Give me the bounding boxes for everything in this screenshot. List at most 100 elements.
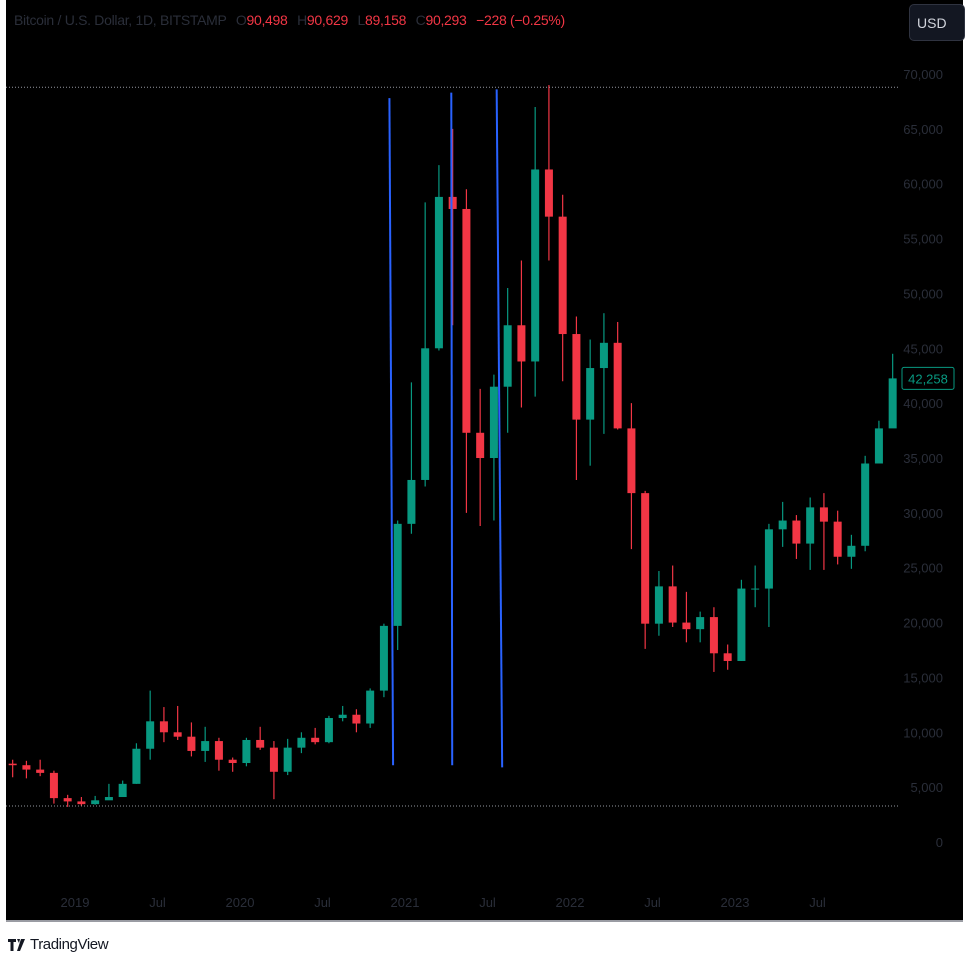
- trend-line: [388, 98, 395, 766]
- candle-body: [421, 348, 430, 480]
- candle-body: [201, 741, 210, 751]
- tradingview-logo-icon: [8, 938, 25, 951]
- candle-body: [489, 386, 498, 459]
- candle-body: [311, 737, 320, 743]
- candle-body: [352, 714, 361, 724]
- x-tick-label: 2023: [721, 895, 750, 910]
- candle-body: [764, 529, 773, 589]
- candle-body: [448, 196, 457, 209]
- y-tick-label: 30,000: [903, 506, 943, 521]
- trend-line: [450, 92, 454, 766]
- candle-body: [778, 520, 787, 530]
- change-value: −228 (−0.25%): [476, 12, 565, 28]
- candle-body: [709, 617, 718, 654]
- candle-body: [407, 479, 416, 524]
- y-tick-label: 40,000: [903, 396, 943, 411]
- candle-body: [627, 428, 636, 494]
- y-tick-label: 70,000: [903, 67, 943, 82]
- y-tick-label: 65,000: [903, 122, 943, 137]
- candle-body: [36, 769, 45, 773]
- y-tick-label: 35,000: [903, 451, 943, 466]
- candle-body: [8, 763, 17, 766]
- x-tick-label: 2020: [226, 895, 255, 910]
- candle-body: [806, 507, 815, 544]
- y-tick-label: 25,000: [903, 561, 943, 576]
- candle-body: [324, 718, 333, 743]
- y-tick-label: 50,000: [903, 286, 943, 301]
- candle-body: [531, 169, 540, 362]
- candle-body: [379, 625, 388, 691]
- x-tick-label: 2021: [391, 895, 420, 910]
- candle-body: [462, 208, 471, 433]
- candle-body: [159, 721, 168, 733]
- brand-name: TradingView: [30, 936, 109, 953]
- price-plot[interactable]: 0 5,000 10,000 15,000 20,000 25,000 30,000 35,0…: [6, 0, 963, 920]
- candle-body: [668, 586, 677, 623]
- candle-body: [696, 617, 705, 630]
- last-price-label: 42,258: [908, 371, 948, 386]
- x-tick-label: Jul: [809, 895, 826, 910]
- symbol-legend: Bitcoin / U.S. Dollar, 1D, BITSTAMP O90,…: [14, 12, 565, 28]
- y-tick-label: 45,000: [903, 341, 943, 356]
- x-tick-label: Jul: [314, 895, 331, 910]
- candle-body: [833, 521, 842, 557]
- candle-body: [91, 800, 100, 805]
- candle-body: [77, 801, 86, 805]
- high-value: 90,629: [306, 12, 348, 28]
- candle-body: [874, 428, 883, 464]
- candle-body: [599, 342, 608, 369]
- candle-body: [751, 588, 760, 590]
- candle-body: [256, 739, 265, 748]
- open-value: 90,498: [246, 12, 288, 28]
- x-tick-label: Jul: [479, 895, 496, 910]
- candle-body: [49, 772, 58, 799]
- candle-body: [888, 378, 897, 429]
- candle-body: [847, 545, 856, 557]
- candle-body: [434, 196, 443, 349]
- y-tick-label: 5,000: [910, 780, 943, 795]
- close-label: C: [415, 12, 426, 28]
- x-tick-label: Jul: [149, 895, 166, 910]
- candle-body: [146, 721, 155, 749]
- candle-body: [737, 588, 746, 661]
- candle-body: [22, 765, 31, 770]
- candle-body: [517, 325, 526, 362]
- chart-pane[interactable]: 0 5,000 10,000 15,000 20,000 25,000 30,000 35,0…: [6, 0, 965, 922]
- candle-body: [269, 747, 278, 772]
- candle-body: [558, 216, 567, 335]
- y-tick-label: 20,000: [903, 616, 943, 631]
- candle-body: [613, 342, 622, 429]
- candle-body: [283, 747, 292, 772]
- candle-body: [173, 732, 182, 737]
- candle-body: [104, 797, 113, 801]
- y-tick-label: 60,000: [903, 177, 943, 192]
- x-tick-label: 2019: [61, 895, 90, 910]
- candle-body: [792, 520, 801, 544]
- trend-line: [495, 89, 504, 768]
- currency-button[interactable]: USD: [909, 4, 965, 41]
- candle-body: [297, 737, 306, 748]
- y-tick-label: 0: [936, 835, 943, 850]
- x-tick-label: Jul: [644, 895, 661, 910]
- candle-body: [819, 507, 828, 522]
- open-label: O: [235, 12, 247, 28]
- candle-body: [228, 759, 237, 764]
- candle-body: [641, 493, 650, 624]
- y-tick-label: 10,000: [903, 725, 943, 740]
- last-price-badge: [901, 366, 955, 390]
- candle-body: [586, 368, 595, 420]
- tradingview-logo[interactable]: TradingView: [8, 936, 109, 953]
- candle-body: [476, 432, 485, 459]
- candle-body: [861, 463, 870, 546]
- candle-body: [132, 748, 141, 784]
- candle-body: [682, 622, 691, 630]
- candle-body: [366, 690, 375, 724]
- candle-body: [654, 586, 663, 624]
- candle-body: [503, 325, 512, 387]
- candle-body: [544, 169, 553, 217]
- symbol-title: Bitcoin / U.S. Dollar, 1D, BITSTAMP: [14, 12, 227, 28]
- high-label: H: [297, 12, 307, 28]
- x-tick-label: 2022: [556, 895, 585, 910]
- candle-body: [118, 783, 127, 798]
- y-tick-label: 15,000: [903, 670, 943, 685]
